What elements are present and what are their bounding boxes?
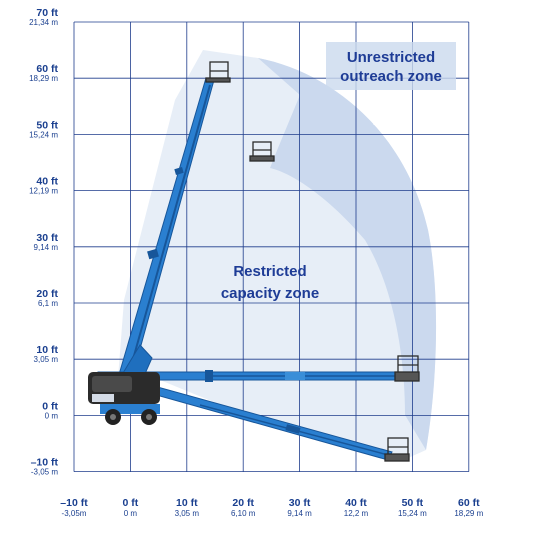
y-tick-label-ft: 20 ft [36, 288, 58, 300]
y-tick-label-m: 3,05 m [34, 355, 59, 364]
y-tick-label-m: 12,19 m [29, 187, 58, 196]
y-tick-label-m: 15,24 m [29, 130, 58, 139]
restricted-capacity-zone-area [258, 58, 437, 450]
y-tick-label-m: 6,1 m [38, 299, 58, 308]
y-tick-label-ft: 40 ft [36, 176, 58, 188]
y-tick-label-m: 9,14 m [34, 243, 59, 252]
x-tick-label-ft: –10 ft [60, 497, 88, 509]
y-tick-label-m: 0 m [45, 411, 59, 420]
restricted-zone-label-line2: capacity zone [221, 285, 319, 302]
platform-raised [205, 61, 231, 83]
platform-horizontal [394, 355, 420, 382]
x-tick-label-ft: 0 ft [123, 497, 139, 509]
x-tick-label-ft: 30 ft [289, 497, 311, 509]
x-tick-label-ft: 10 ft [176, 497, 198, 509]
y-tick-label-ft: 0 ft [42, 400, 58, 412]
x-tick-label-m: 3,05 m [175, 509, 200, 518]
unrestricted-zone-label: Unrestricted outreach zone [326, 42, 456, 125]
unrestricted-zone-label-line1: Unrestricted [347, 49, 435, 66]
x-tick-label-m: 0 m [124, 509, 138, 518]
platform-lowered [384, 437, 410, 462]
y-tick-label-ft: 10 ft [36, 344, 58, 356]
y-tick-label-ft: 60 ft [36, 63, 58, 75]
x-tick-label-m: 12,2 m [344, 509, 369, 518]
x-tick-label-ft: 50 ft [402, 497, 424, 509]
x-tick-label-m: 6,10 m [231, 509, 256, 518]
x-axis-tick-labels: –10 ft-3,05m 0 ft0 m 10 ft3,05 m 20 ft6,10 … [60, 497, 483, 518]
x-tick-label-ft: 60 ft [458, 497, 480, 509]
x-tick-label-m: 18,29 m [454, 509, 483, 518]
y-tick-label-ft: 50 ft [36, 119, 58, 131]
x-tick-label-ft: 20 ft [232, 497, 254, 509]
unrestricted-zone-label-line2: outreach zone [340, 68, 442, 85]
x-tick-label-m: 9,14 m [287, 509, 312, 518]
platform-mid-stowed [249, 141, 275, 162]
x-tick-label-ft: 40 ft [345, 497, 367, 509]
y-tick-label-ft: 70 ft [36, 7, 58, 19]
y-tick-label-ft: –10 ft [31, 457, 59, 469]
restricted-zone-label: Restricted capacity zone [221, 263, 319, 302]
machine-chassis [88, 372, 160, 425]
x-tick-label-m: 15,24 m [398, 509, 427, 518]
y-tick-label-m: -3,05 m [31, 468, 58, 477]
restricted-zone-label-line1: Restricted [233, 263, 306, 280]
y-tick-label-m: 18,29 m [29, 74, 58, 83]
boom-illustration [88, 61, 420, 462]
y-tick-label-ft: 30 ft [36, 232, 58, 244]
x-tick-label-m: -3,05m [62, 509, 87, 518]
y-tick-label-m: 21,34 m [29, 18, 58, 27]
